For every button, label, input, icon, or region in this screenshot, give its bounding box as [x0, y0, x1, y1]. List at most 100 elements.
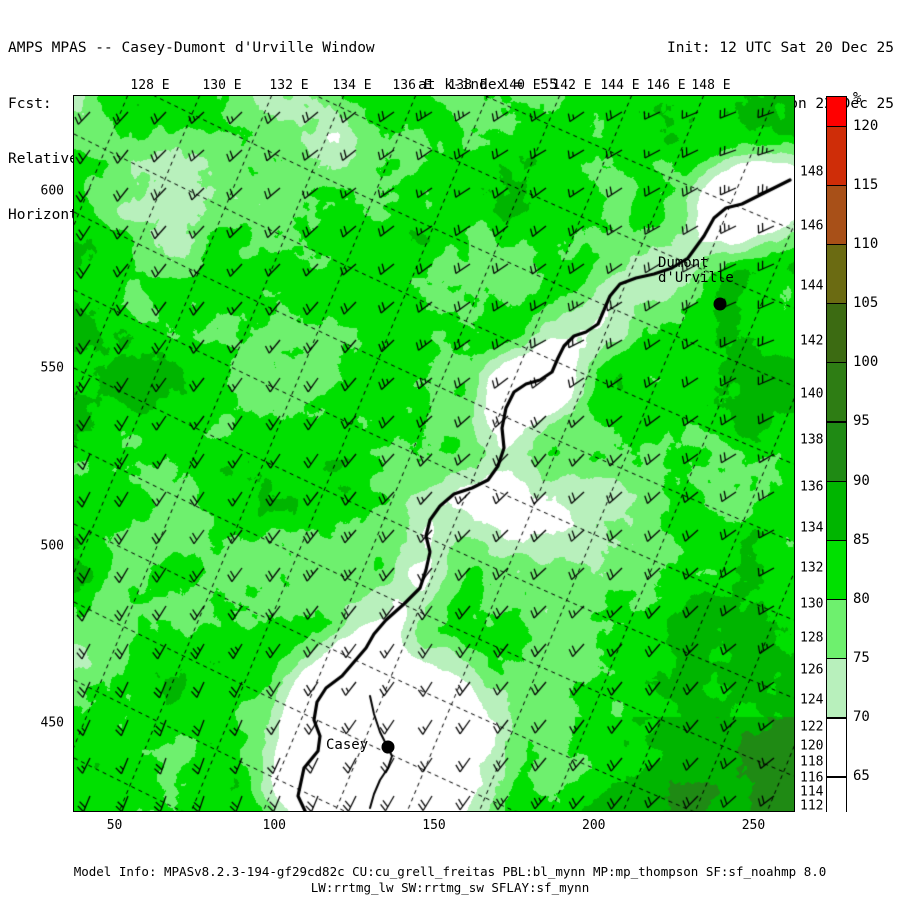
- axis-tick: [435, 95, 437, 96]
- axis-tick: [291, 95, 293, 96]
- axis-tick: [73, 103, 74, 105]
- axis-tick: [73, 210, 74, 212]
- axis-tick: [691, 95, 693, 96]
- axis-tick: [73, 511, 74, 513]
- colorbar-segment: [827, 304, 846, 364]
- axis-tick: [675, 95, 677, 96]
- colorbar-tick-label: 105: [853, 295, 879, 312]
- axis-tick: [73, 547, 74, 549]
- top-lon-label: 138 E: [448, 78, 488, 93]
- axis-tick: [73, 671, 74, 673]
- x-axis-label: 250: [741, 818, 766, 833]
- axis-tick: [73, 369, 74, 371]
- x-axis-label: 200: [581, 818, 606, 833]
- top-longitude-axis: 128 E 130 E 132 E 134 E 136 E 138 E 140 E 142 E…: [0, 78, 900, 94]
- axis-tick: [73, 139, 74, 141]
- colorbar-segment: [827, 244, 846, 305]
- init-time: Init: 12 UTC Sat 20 Dec 25: [667, 40, 894, 56]
- top-lon-label: 148 E: [691, 78, 731, 93]
- y-axis-label: 550: [40, 360, 64, 376]
- axis-tick: [595, 95, 597, 96]
- axis-tick: [73, 121, 74, 123]
- k-index-humidity: at k-index = 55: [418, 77, 558, 93]
- top-lon-label: 142 E: [552, 78, 592, 93]
- axis-tick: [243, 95, 245, 96]
- colorbar-tick-label: 70: [853, 709, 870, 726]
- axis-tick: [579, 95, 581, 96]
- colorbar-tick-label: 80: [853, 590, 870, 607]
- axis-tick: [73, 778, 74, 780]
- colorbar-divider: [826, 776, 847, 778]
- axis-tick: [116, 95, 118, 96]
- axis-tick: [73, 440, 74, 442]
- station-dot-icon: [713, 297, 727, 311]
- model-info-line-1: Model Info: MPASv8.2.3-194-gf29cd82c CU:…: [73, 864, 827, 879]
- axis-tick: [73, 423, 74, 425]
- axis-tick: [227, 95, 229, 96]
- axis-tick: [73, 582, 74, 584]
- y-axis-label: 600: [40, 183, 64, 199]
- colorbar-segment: [827, 97, 846, 127]
- axis-tick: [419, 95, 421, 96]
- colorbar-segment: [827, 422, 846, 482]
- axis-tick: [73, 742, 74, 744]
- colorbar-tick-label: 65: [853, 768, 870, 785]
- colorbar-tick-label: 90: [853, 472, 870, 489]
- colorbar-divider: [826, 717, 847, 719]
- axis-tick: [403, 95, 405, 96]
- axis-tick: [483, 95, 485, 96]
- colorbar-segment: [827, 363, 846, 423]
- colorbar-divider: [826, 362, 847, 364]
- colorbar-segment: [827, 599, 846, 660]
- axis-tick: [73, 653, 74, 655]
- axis-tick: [73, 405, 74, 407]
- axis-tick: [547, 95, 549, 96]
- axis-tick: [73, 281, 74, 283]
- axis-tick: [211, 95, 213, 96]
- colorbar-divider: [826, 658, 847, 660]
- axis-tick: [73, 600, 74, 602]
- colorbar-divider: [826, 184, 847, 186]
- y-axis-label: 500: [40, 538, 64, 554]
- colorbar: [826, 96, 847, 813]
- axis-tick: [738, 95, 740, 96]
- axis-tick: [73, 795, 74, 797]
- axis-tick: [451, 95, 453, 96]
- top-lon-label: 128 E: [130, 78, 170, 93]
- colorbar-segment: [827, 185, 846, 245]
- wind-vector-overlay: [74, 96, 794, 811]
- axis-tick: [339, 95, 341, 96]
- colorbar-segment: [827, 540, 846, 600]
- axis-tick: [73, 263, 74, 265]
- x-axis-label: 100: [262, 818, 286, 833]
- model-info-line-2: LW:rrtmg_lw SW:rrtmg_sw SFLAY:sf_mynn: [310, 880, 590, 895]
- colorbar-divider: [826, 539, 847, 541]
- colorbar-segment: [827, 718, 846, 778]
- axis-tick: [73, 245, 74, 247]
- map-plot-area: Casey Dumont d'Urville: [73, 95, 795, 812]
- axis-tick: [73, 636, 74, 638]
- axis-tick: [73, 689, 74, 691]
- station-dot-icon: [381, 740, 395, 754]
- colorbar-divider: [826, 243, 847, 246]
- top-lon-label: 134 E: [332, 78, 372, 93]
- top-lon-label: 146 E: [646, 78, 686, 93]
- y-axis-label: 450: [40, 715, 64, 731]
- colorbar-segment: [827, 777, 846, 813]
- axis-tick: [73, 352, 74, 354]
- axis-tick: [643, 95, 645, 96]
- top-lon-label: 136 E: [392, 78, 432, 93]
- colorbar-tick-label: 95: [853, 413, 870, 430]
- colorbar-divider: [826, 598, 847, 601]
- axis-tick: [73, 707, 74, 709]
- axis-tick: [515, 95, 517, 96]
- top-lon-label: 130 E: [202, 78, 242, 93]
- colorbar-unit-label: %: [853, 90, 862, 106]
- top-lon-label: 132 E: [269, 78, 309, 93]
- colorbar-divider: [826, 421, 847, 423]
- axis-tick: [355, 95, 357, 96]
- axis-tick: [73, 174, 74, 176]
- axis-tick: [531, 95, 533, 96]
- axis-tick: [73, 760, 74, 762]
- colorbar-divider: [826, 480, 847, 482]
